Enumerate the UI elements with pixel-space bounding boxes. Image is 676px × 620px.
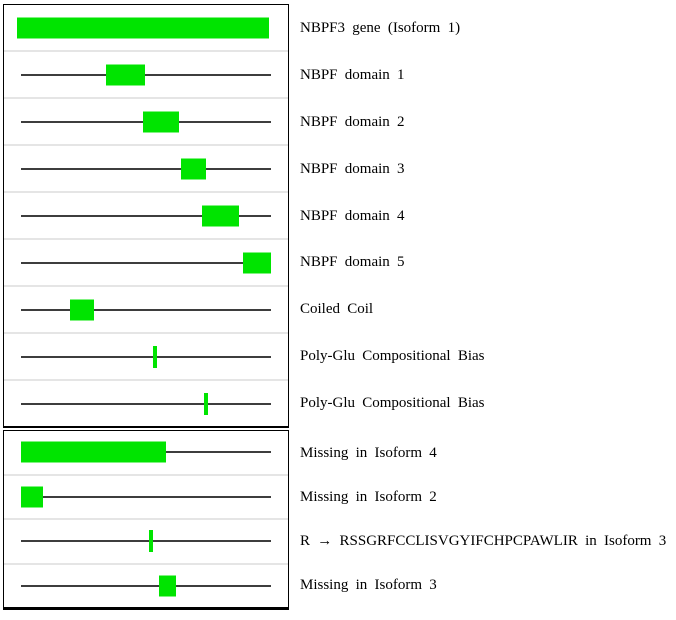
- feature-row: [4, 562, 288, 608]
- feature-row: [4, 285, 288, 332]
- isoform-differences-panel: [3, 430, 289, 610]
- sequence-track-line: [21, 402, 271, 405]
- feature-label: Missing in Isoform 3: [300, 577, 437, 593]
- feature-row: [4, 431, 288, 474]
- feature-marker-bar: [21, 441, 166, 463]
- feature-marker-tick: [149, 530, 153, 553]
- feature-row: [4, 332, 288, 379]
- feature-label: Missing in Isoform 2: [300, 489, 437, 505]
- feature-label: Poly-Glu Compositional Bias: [300, 394, 485, 411]
- feature-marker-box: [70, 299, 94, 320]
- feature-label: Missing in Isoform 4: [300, 445, 437, 461]
- feature-row: [4, 191, 288, 238]
- feature-row: [4, 518, 288, 563]
- feature-row: [4, 379, 288, 426]
- feature-marker-tick: [204, 392, 208, 415]
- feature-row: [4, 473, 288, 519]
- sequence-track-line: [21, 355, 271, 358]
- feature-marker-box: [243, 252, 271, 273]
- sequence-track-line: [21, 214, 271, 217]
- feature-label: NBPF domain 5: [300, 254, 405, 271]
- feature-marker-box: [143, 111, 179, 132]
- sequence-track-line: [21, 308, 271, 311]
- feature-marker-box: [181, 158, 206, 179]
- feature-label: NBPF domain 4: [300, 207, 405, 224]
- feature-marker-box: [106, 64, 145, 85]
- sequence-track-line: [21, 167, 271, 170]
- feature-label: NBPF domain 1: [300, 67, 405, 84]
- sequence-track-line: [21, 495, 271, 498]
- feature-label: NBPF domain 2: [300, 113, 405, 130]
- feature-row: [4, 50, 288, 97]
- sequence-track-line: [21, 540, 271, 543]
- feature-label: R → RSSGRFCCLISVGYIFCHPCPAWLIR in Isofor…: [300, 533, 667, 549]
- sequence-track-line: [21, 584, 271, 587]
- feature-label: Coiled Coil: [300, 301, 374, 318]
- feature-row: [4, 97, 288, 144]
- feature-marker-box: [159, 575, 176, 597]
- feature-label: NBPF domain 3: [300, 160, 405, 177]
- feature-marker-box: [202, 205, 239, 226]
- feature-row: [4, 5, 288, 50]
- sequence-track-line: [21, 73, 271, 76]
- feature-marker-box: [21, 486, 43, 508]
- feature-label: Poly-Glu Compositional Bias: [300, 347, 485, 364]
- feature-marker-tick: [153, 345, 157, 368]
- sequence-track-line: [21, 261, 271, 264]
- feature-label: NBPF3 gene (Isoform 1): [300, 20, 461, 37]
- isoform-1-features-panel: [3, 4, 289, 428]
- feature-marker-bar: [17, 17, 269, 38]
- feature-row: [4, 144, 288, 191]
- feature-row: [4, 238, 288, 285]
